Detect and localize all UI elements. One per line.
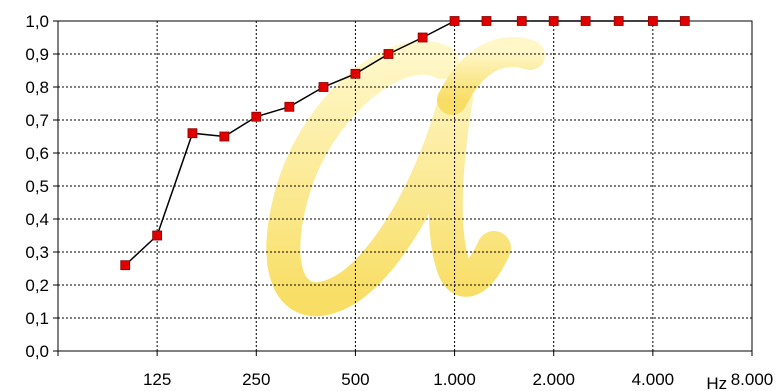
data-point: [318, 82, 329, 92]
y-axis-labels: 0,0 0,1 0,2 0,3 0,4 0,5 0,6 0,7 0,8 0,9 1,0: [25, 12, 49, 361]
x-tick-label: 500: [341, 370, 369, 389]
data-point: [251, 111, 262, 122]
y-tick-label: 0,9: [25, 45, 49, 64]
data-point: [449, 16, 460, 26]
plot-frame: [57, 20, 753, 352]
data-point: [679, 16, 690, 26]
x-tick-label: 2.000: [532, 370, 575, 389]
y-tick-label: 0,7: [25, 111, 49, 130]
data-point: [580, 16, 591, 26]
data-point: [152, 230, 163, 241]
data-point: [120, 260, 131, 271]
y-tick-label: 0,4: [25, 210, 49, 229]
axes: [53, 20, 753, 356]
data-point: [481, 16, 492, 26]
x-tick-label: 1.000: [433, 370, 476, 389]
y-tick-label: 0,1: [25, 309, 49, 328]
x-tick-label: 250: [242, 370, 270, 389]
data-point: [647, 16, 658, 26]
y-tick-label: 0,6: [25, 144, 49, 163]
x-axis-unit-label: Hz: [706, 374, 727, 391]
x-axis-labels: 125 250 500 1.000 2.000 4.000 8.000: [143, 370, 773, 389]
data-point: [187, 128, 198, 139]
data-point: [219, 131, 230, 142]
data-point: [548, 16, 559, 26]
y-tick-label: 0,3: [25, 243, 49, 262]
x-tick-label: 4.000: [632, 370, 675, 389]
data-point: [417, 32, 428, 43]
y-tick-label: 0,2: [25, 276, 49, 295]
data-point: [516, 16, 527, 26]
y-tick-label: 0,8: [25, 78, 49, 97]
y-tick-label: 0,5: [25, 177, 49, 196]
series-line: [124, 20, 685, 266]
y-tick-label: 1,0: [25, 12, 49, 31]
alpha-watermark: [266, 37, 545, 317]
x-tick-label: 8.000: [731, 370, 774, 389]
data-point: [284, 101, 295, 112]
grid-lines: [58, 20, 752, 351]
x-tick-label: 125: [143, 370, 171, 389]
data-point: [613, 16, 624, 26]
data-point: [350, 68, 361, 79]
y-tick-label: 0,0: [25, 342, 49, 361]
series-line-group: [124, 20, 685, 266]
data-point: [383, 49, 394, 59]
data-markers: [120, 16, 690, 271]
